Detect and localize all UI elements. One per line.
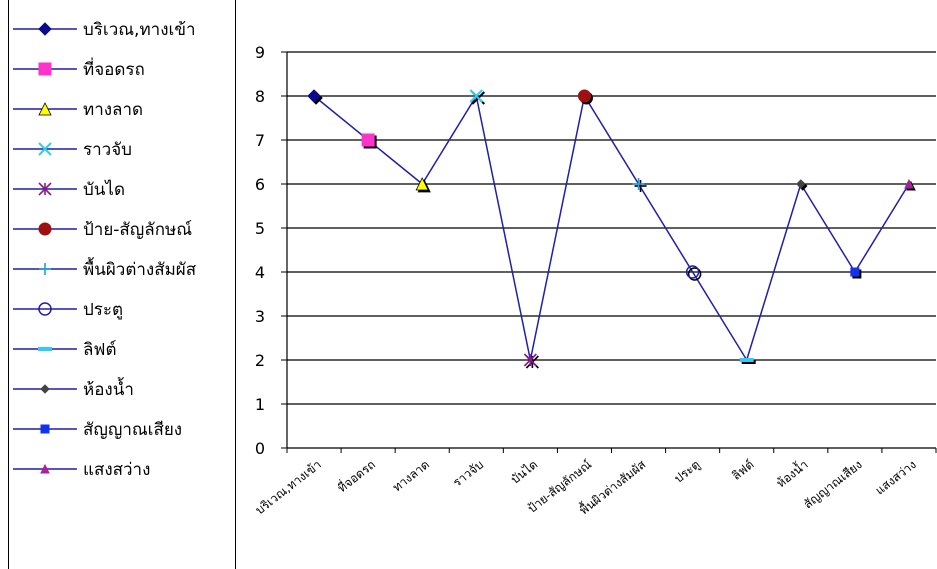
legend-label: สัญญาณเสียง xyxy=(83,420,183,440)
legend-swatch xyxy=(13,384,77,394)
y-tick-label: 3 xyxy=(255,307,265,326)
y-tick-label: 9 xyxy=(255,43,265,62)
legend-label: ลิฟต์ xyxy=(83,340,117,360)
x-tick-label: ประตู xyxy=(672,457,704,486)
legend-swatch xyxy=(13,22,77,36)
legend-swatch xyxy=(13,62,77,76)
legend-item: ประตู xyxy=(9,295,235,321)
legend-swatch xyxy=(13,463,77,474)
legend-item: สัญญาณเสียง xyxy=(9,415,235,441)
legend-item: ป้าย-สัญลักษณ์ xyxy=(9,215,235,241)
legend-item: พื้นผิวต่างสัมผัส xyxy=(9,255,235,281)
y-tick-label: 7 xyxy=(255,131,265,150)
data-point xyxy=(577,89,593,105)
legend-item: ราวจับ xyxy=(9,135,235,161)
legend-label: บันได xyxy=(83,180,126,200)
legend-label: ที่จอดรถ xyxy=(83,60,145,80)
x-tick-label: ห้องน้ำ xyxy=(772,456,810,491)
series-line xyxy=(313,93,910,362)
legend-item: ทางลาด xyxy=(9,95,235,121)
y-tick-label: 2 xyxy=(255,351,265,370)
y-tick-label: 1 xyxy=(255,395,265,414)
line-chart: 0 1 2 3 4 5 6 7 8 9 บริเวณ,ทางเข้า ที่จอดรถ ทางลาด รา… xyxy=(253,43,937,518)
legend-item: ห้องน้ำ xyxy=(9,375,235,401)
legend-label: ห้องน้ำ xyxy=(83,380,134,400)
legend-item: แสงสว่าง xyxy=(9,455,235,481)
legend-label: บริเวณ,ทางเข้า xyxy=(83,20,196,40)
legend-swatch xyxy=(13,347,77,351)
legend-swatch xyxy=(13,424,77,434)
x-tick-label: บันได xyxy=(508,457,540,486)
y-tick-label: 5 xyxy=(255,219,265,238)
data-point xyxy=(361,133,377,149)
x-tick-label: แสงสว่าง xyxy=(873,457,919,497)
legend-swatch xyxy=(13,302,77,316)
x-tick-label: ทางลาด xyxy=(390,457,432,494)
data-point xyxy=(469,89,485,105)
data-point xyxy=(685,265,702,281)
legend-swatch xyxy=(13,102,77,116)
data-point xyxy=(415,177,431,193)
data-point xyxy=(632,178,647,192)
y-tick-label: 0 xyxy=(255,439,265,458)
legend: บริเวณ,ทางเข้าที่จอดรถทางลาดราวจับบันไดป… xyxy=(8,0,236,569)
legend-label: ราวจับ xyxy=(83,140,132,160)
legend-item: บันได xyxy=(9,175,235,201)
x-tick-label: ที่จอดรถ xyxy=(334,456,378,495)
legend-item: ลิฟต์ xyxy=(9,335,235,361)
legend-label: ทางลาด xyxy=(83,100,144,120)
legend-swatch xyxy=(13,142,77,156)
legend-label: แสงสว่าง xyxy=(83,460,151,480)
legend-item: ที่จอดรถ xyxy=(9,55,235,81)
x-tick-label: บริเวณ,ทางเข้า xyxy=(253,457,324,517)
y-tick-label: 4 xyxy=(255,263,265,282)
legend-swatch xyxy=(13,182,77,196)
legend-label: ป้าย-สัญลักษณ์ xyxy=(83,220,192,240)
y-tick-label: 8 xyxy=(255,87,265,106)
x-tick-label: สัญญาณเสียง xyxy=(801,457,865,511)
data-point xyxy=(904,178,916,191)
data-point xyxy=(523,353,539,369)
legend-item: บริเวณ,ทางเข้า xyxy=(9,15,235,41)
data-point xyxy=(739,358,756,364)
y-tick-label: 6 xyxy=(255,175,265,194)
legend-label: ประตู xyxy=(83,300,124,320)
legend-swatch xyxy=(13,222,77,236)
legend-swatch xyxy=(13,263,77,275)
x-tick-label: ลิฟต์ xyxy=(729,457,756,483)
x-tick-label: ราวจับ xyxy=(450,457,486,489)
data-point xyxy=(307,89,323,105)
legend-label: พื้นผิวต่างสัมผัส xyxy=(83,260,197,280)
data-point xyxy=(850,267,862,279)
data-point xyxy=(796,179,808,191)
